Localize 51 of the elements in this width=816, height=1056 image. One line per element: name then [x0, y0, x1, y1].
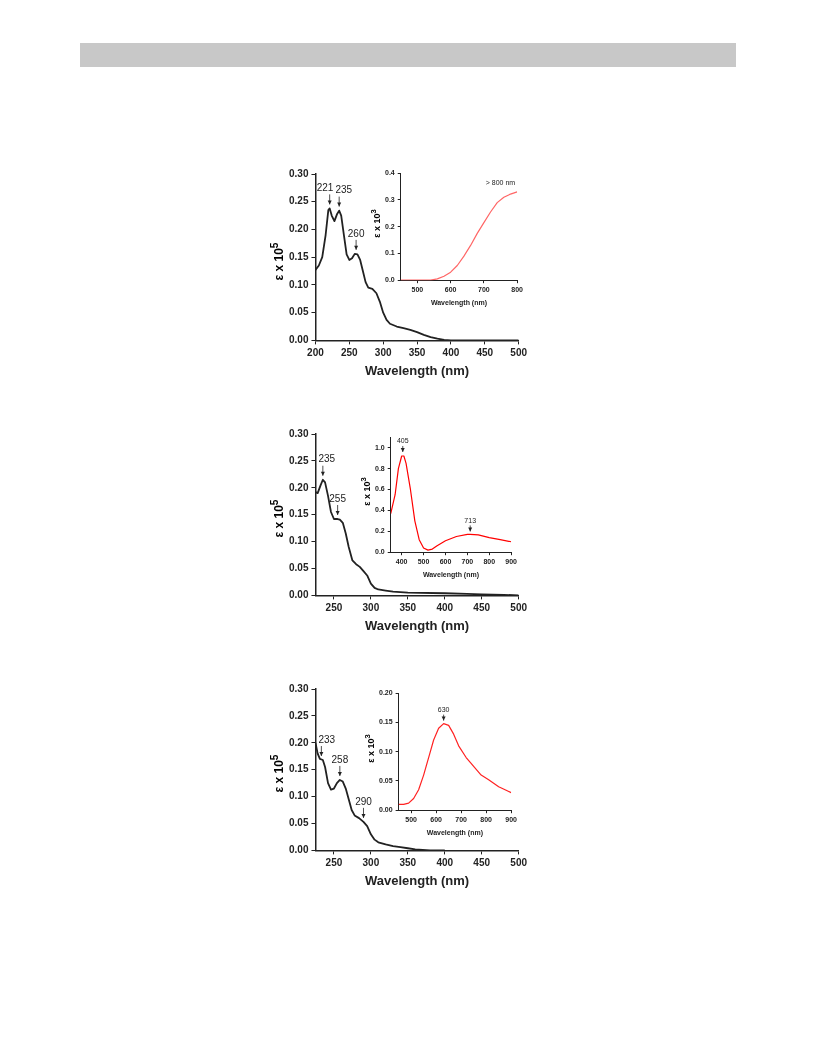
x-tick-label: 500	[510, 857, 528, 869]
annotation: 235	[335, 184, 353, 196]
annotation: 255	[329, 492, 347, 504]
x-tick-label: 300	[362, 602, 380, 614]
x-tick-label: 250	[325, 602, 343, 614]
x-tick-label: 500	[510, 347, 528, 359]
x-tick-label: 250	[325, 857, 343, 869]
x-tick-label: 350	[399, 857, 417, 869]
x-tick-label: 450	[473, 602, 491, 614]
y-tick-label: 0.15	[288, 508, 309, 520]
y-tick-label: 0.30	[288, 167, 309, 179]
y-tick-label: 0.00	[288, 334, 309, 346]
y-tick-label: 0.15	[288, 250, 309, 262]
y-tick-label: 0.00	[288, 844, 309, 856]
x-tick-label: 300	[362, 857, 380, 869]
y-tick-label: 0.25	[288, 454, 309, 466]
x-axis-title: Wavelength (nm)	[364, 617, 470, 633]
y-tick-label: 0.20	[288, 223, 309, 235]
annotation: 258	[331, 753, 349, 765]
y-tick-label: 0.10	[288, 535, 309, 547]
x-axis-title: Wavelength (nm)	[364, 872, 470, 888]
y-tick-label: 0.25	[288, 709, 309, 721]
x-tick-label: 200	[307, 347, 325, 359]
x-tick-label: 250	[340, 347, 359, 359]
x-axis-title: Wavelength (nm)	[364, 362, 470, 378]
annotation: 235	[318, 453, 336, 465]
x-tick-label: 300	[374, 347, 392, 359]
y-tick-label: 0.00	[288, 589, 309, 601]
y-tick-label: 0.05	[288, 817, 309, 829]
y-tick-label: 0.25	[288, 195, 309, 207]
x-tick-label: 500	[510, 602, 528, 614]
y-tick-label: 0.30	[288, 427, 309, 439]
annotation: 260	[347, 227, 365, 239]
x-tick-label: 400	[436, 857, 454, 869]
y-tick-label: 0.10	[288, 790, 309, 802]
x-tick-label: 450	[476, 347, 494, 359]
annotation: 221	[316, 182, 334, 194]
annotation: 233	[318, 733, 336, 745]
y-tick-label: 0.30	[288, 682, 309, 694]
x-tick-label: 450	[473, 857, 491, 869]
y-tick-label: 0.20	[288, 481, 309, 493]
x-tick-label: 350	[399, 602, 417, 614]
x-tick-label: 350	[408, 347, 426, 359]
x-tick-label: 400	[436, 602, 454, 614]
y-tick-label: 0.20	[288, 736, 309, 748]
y-tick-label: 0.05	[288, 562, 309, 574]
y-tick-label: 0.15	[288, 763, 309, 775]
y-tick-label: 0.10	[288, 278, 309, 290]
annotation: 290	[355, 795, 373, 807]
x-tick-label: 400	[442, 347, 460, 359]
y-tick-label: 0.05	[288, 306, 309, 318]
